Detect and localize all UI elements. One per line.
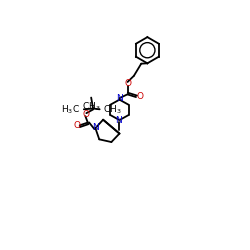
Text: N: N [116,116,122,125]
Text: O: O [73,121,80,130]
Text: CH$_3$: CH$_3$ [82,100,100,113]
Text: H$_3$C: H$_3$C [62,104,80,116]
Text: N: N [116,94,123,103]
Text: N: N [92,123,98,132]
Text: O: O [82,110,89,119]
Text: O: O [136,92,143,101]
Text: CH$_3$: CH$_3$ [103,104,121,116]
Text: O: O [124,80,131,88]
